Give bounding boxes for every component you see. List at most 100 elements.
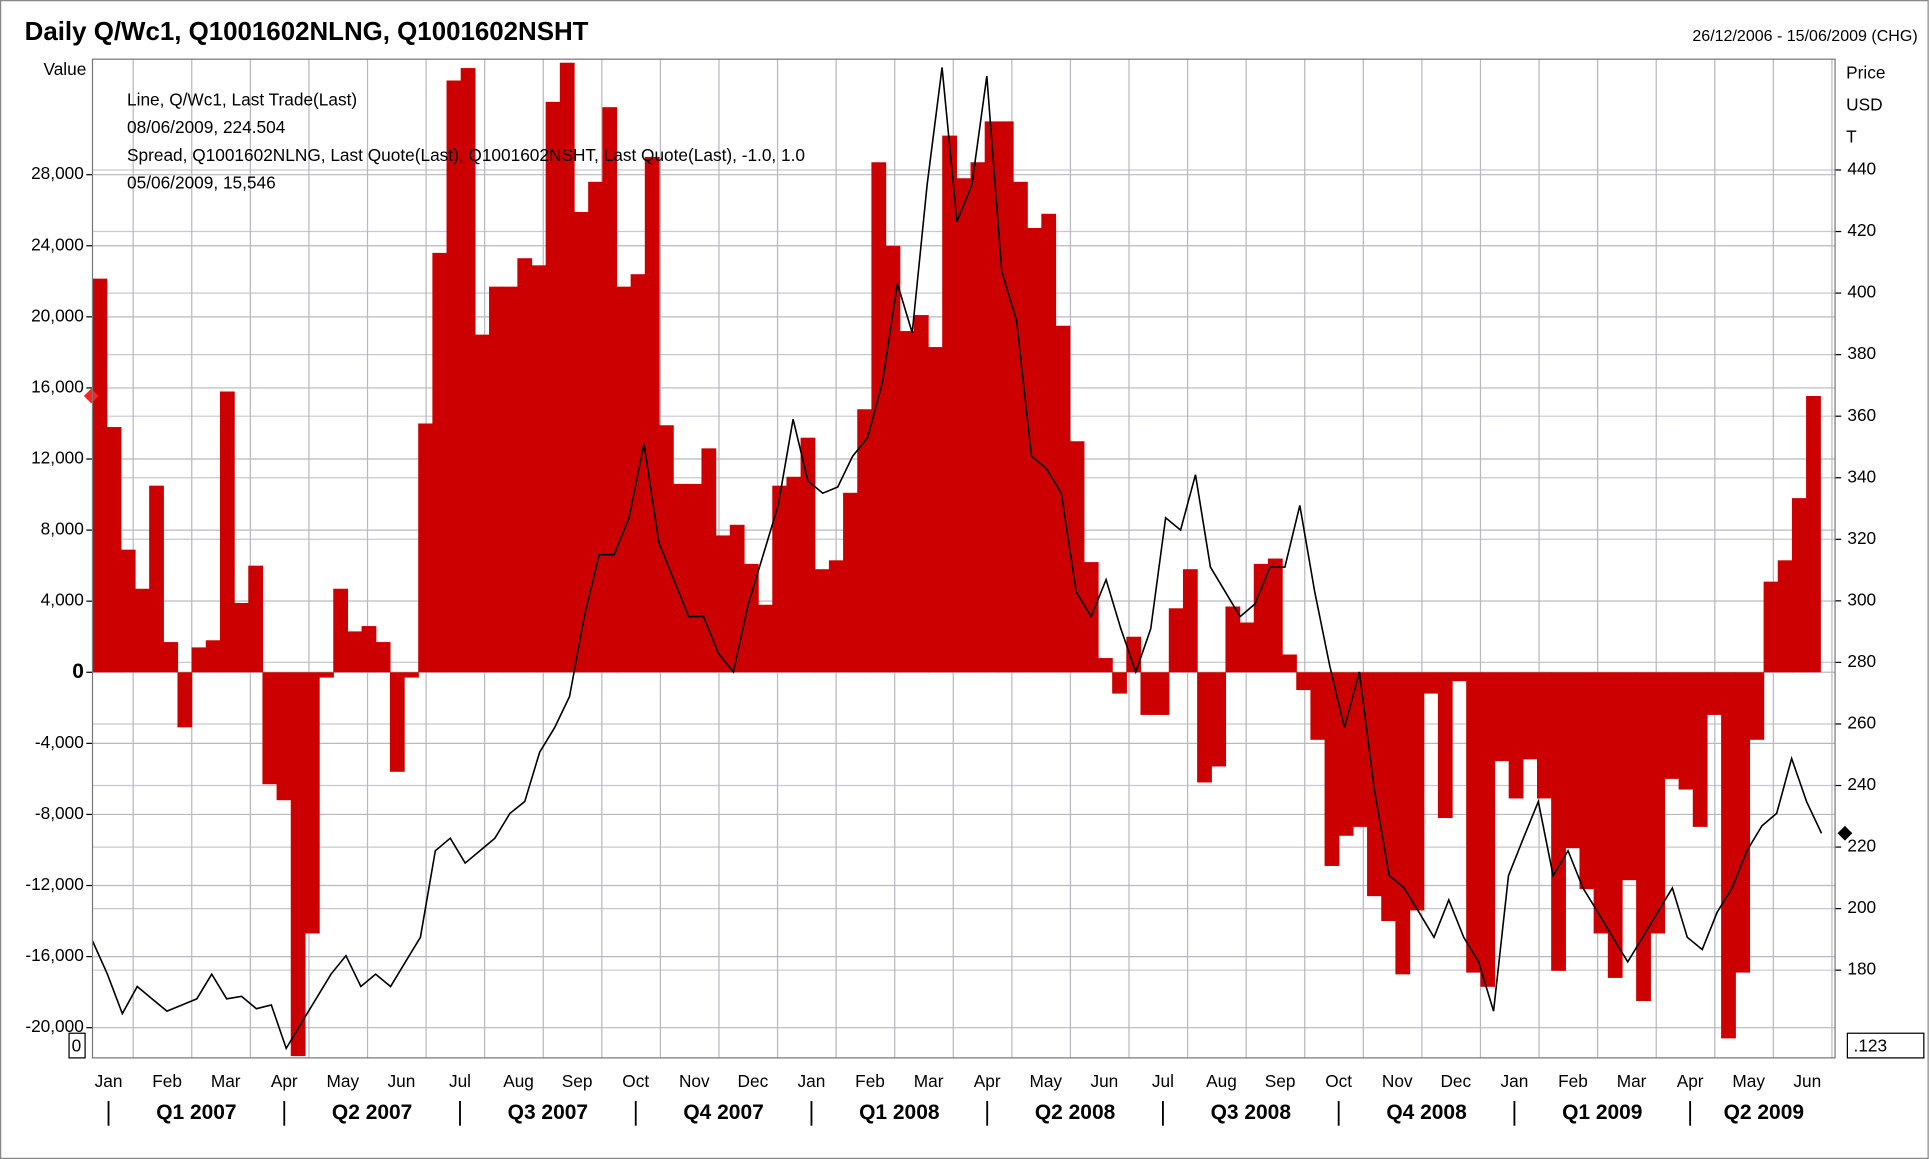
y-tick-label: 12,000 <box>31 448 84 468</box>
spread-bar <box>998 121 1014 673</box>
x-tick-label: Aug <box>503 1071 534 1091</box>
spread-bar <box>1069 441 1085 673</box>
spread-bar <box>701 448 717 673</box>
y-tick-label: -16,000 <box>25 945 84 965</box>
spread-bar <box>1197 672 1212 783</box>
spread-bar <box>432 252 448 673</box>
spread-bar <box>262 672 278 785</box>
x-tick-label: Sep <box>1265 1071 1296 1091</box>
x-tick-label: Oct <box>1325 1071 1352 1091</box>
spread-bar <box>517 258 533 673</box>
y2-tick-label: 380 <box>1847 343 1876 363</box>
x-tick-label: Apr <box>271 1071 298 1091</box>
spread-bar <box>531 265 547 673</box>
y2-tick-label: 420 <box>1847 220 1876 240</box>
spread-bar <box>828 560 844 673</box>
y2-axis-label: T <box>1846 127 1857 147</box>
y2-tick-label: 240 <box>1847 774 1876 794</box>
spread-bar <box>1551 672 1566 971</box>
spread-bar <box>1409 672 1425 911</box>
spread-bar <box>1537 672 1552 799</box>
legend: Line, Q/Wc1, Last Trade(Last) 08/06/2009,… <box>127 90 805 193</box>
plot-frame <box>91 58 1836 1059</box>
spread-bar <box>1480 672 1496 987</box>
spread-bar <box>1352 672 1368 827</box>
x-tick-label: Aug <box>1206 1071 1237 1091</box>
quarter-label: Q4 2008 <box>1386 1101 1467 1124</box>
spread-bar <box>333 588 349 673</box>
spread-bar <box>1565 672 1581 849</box>
x-tick-label: Feb <box>1558 1071 1588 1091</box>
x-tick-label: Jun <box>1793 1071 1821 1091</box>
spread-bar <box>1735 672 1751 973</box>
corner-label: .123 <box>1854 1035 1888 1055</box>
y-tick-label: -20,000 <box>25 1016 84 1036</box>
spread-bar <box>616 286 632 673</box>
spread-bar <box>687 483 703 673</box>
spread-bar <box>559 62 575 673</box>
y-tick-label: 20,000 <box>31 305 84 325</box>
spread-bar <box>219 391 235 673</box>
spread-bar <box>602 107 618 673</box>
spread-bar <box>1452 672 1467 682</box>
y2-tick-label: 360 <box>1847 405 1876 425</box>
y-tick-label: -4,000 <box>35 732 84 752</box>
spread-bar <box>1791 498 1807 673</box>
quarter-label: Q4 2007 <box>683 1101 763 1124</box>
spread-bar <box>715 535 731 673</box>
x-tick-label: May <box>1732 1071 1765 1091</box>
chart-title: Daily Q/Wc1, Q1001602NLNG, Q1001602NSHT <box>25 18 589 46</box>
spread-bar <box>290 672 306 1057</box>
spread-bar <box>1225 606 1241 673</box>
y2-tick-label: 300 <box>1847 589 1876 609</box>
spread-bar <box>1749 672 1765 740</box>
spread-bar <box>1636 672 1651 1002</box>
spread-bar <box>658 425 674 673</box>
legend-entry: Line, Q/Wc1, Last Trade(Last) <box>127 90 357 110</box>
corner-label: 0 <box>72 1035 82 1055</box>
spread-bar <box>1423 672 1439 694</box>
y-tick-label: 24,000 <box>31 234 84 254</box>
spread-bar <box>1664 672 1680 779</box>
spread-bar <box>106 427 122 673</box>
last-value-marker <box>83 388 99 404</box>
x-tick-label: Nov <box>1382 1071 1413 1091</box>
x-tick-label: Jan <box>1500 1071 1528 1091</box>
spread-bar <box>1678 672 1694 790</box>
spread-bar <box>1239 622 1255 673</box>
x-tick-label: Mar <box>211 1071 241 1091</box>
spread-bar <box>404 672 419 678</box>
spread-bar <box>149 485 164 673</box>
spread-bar <box>970 162 986 673</box>
spread-bar <box>772 485 788 673</box>
spread-bar <box>1253 563 1269 673</box>
spread-bar <box>474 334 490 673</box>
spread-bar <box>1211 672 1227 767</box>
spread-bar <box>1494 672 1510 762</box>
spread-bar <box>1112 672 1127 694</box>
spread-bar <box>644 156 660 673</box>
spread-bar <box>1126 636 1142 673</box>
x-tick-label: Dec <box>738 1071 769 1091</box>
spread-bar <box>1381 672 1397 922</box>
y-tick-label: -8,000 <box>35 803 84 823</box>
spread-bar <box>234 602 249 673</box>
spread-bar <box>1027 228 1042 673</box>
spread-bar <box>1140 672 1156 715</box>
spread-bar <box>1013 181 1028 673</box>
spread-bar <box>446 80 462 673</box>
spread-bar <box>545 101 561 673</box>
spread-bar <box>1763 581 1779 673</box>
spread-bar <box>1168 608 1184 673</box>
spread-bar <box>177 672 193 728</box>
spread-bar <box>361 626 377 673</box>
quarter-label: Q1 2008 <box>859 1101 940 1124</box>
spread-bar <box>1041 213 1057 673</box>
spread-bar <box>800 437 816 673</box>
spread-bar <box>1437 672 1453 818</box>
x-tick-label: Jan <box>95 1071 123 1091</box>
x-tick-label: Jan <box>798 1071 826 1091</box>
x-tick-label: Mar <box>914 1071 944 1091</box>
x-tick-label: Jun <box>1090 1071 1118 1091</box>
